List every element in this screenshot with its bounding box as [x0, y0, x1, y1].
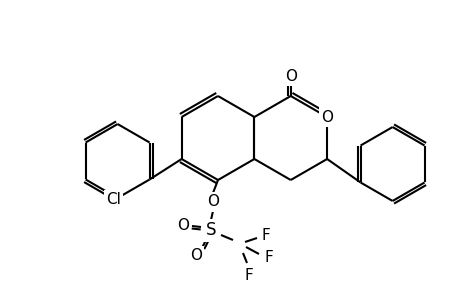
Text: O: O: [207, 194, 218, 209]
Text: F: F: [244, 268, 253, 283]
Text: S: S: [205, 221, 216, 239]
Text: Cl: Cl: [106, 193, 121, 208]
Text: O: O: [284, 68, 296, 83]
Text: O: O: [190, 248, 202, 263]
Text: O: O: [320, 110, 332, 124]
Text: F: F: [264, 250, 273, 265]
Text: O: O: [177, 218, 189, 232]
Text: F: F: [261, 227, 270, 242]
